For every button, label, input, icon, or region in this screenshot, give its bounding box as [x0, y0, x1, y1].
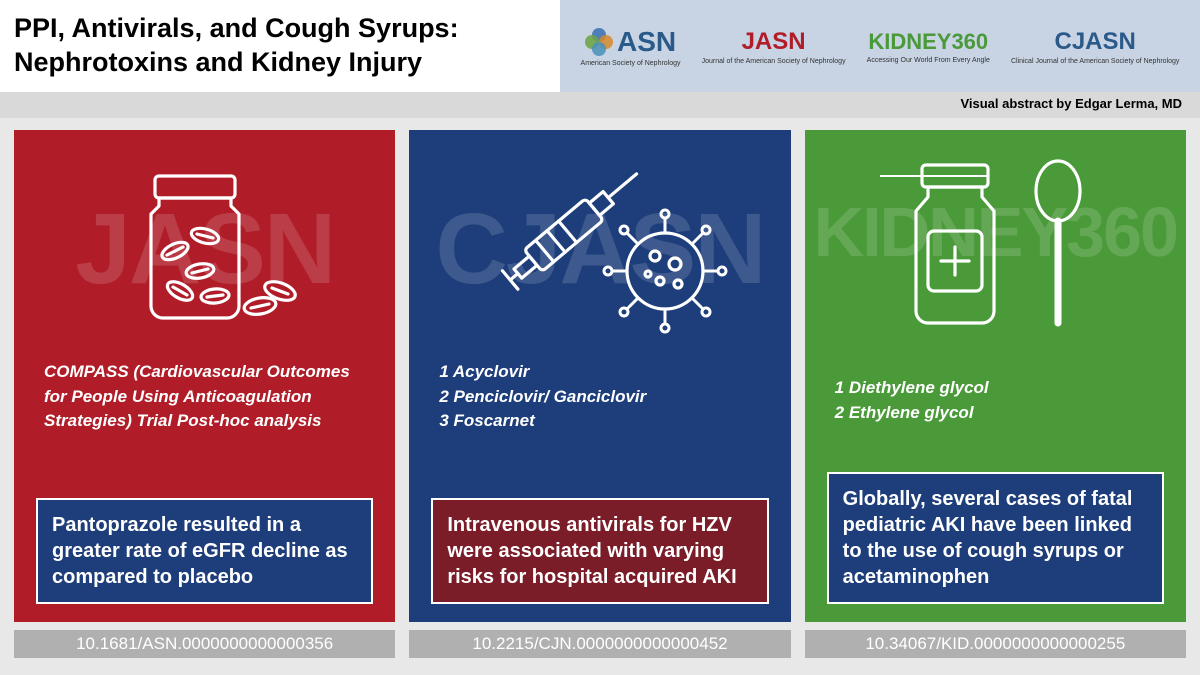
panel-cough-syrup: KIDNEY360 1 Diethylene glycol2 Ethylene … [805, 130, 1186, 622]
panel-antivirals-points: 1 Acyclovir2 Penciclovir/ Ganciclovir3 F… [439, 360, 768, 434]
logo-kidney360: KIDNEY360 Accessing Our World From Every… [867, 29, 990, 64]
syrup-bottle-spoon-icon [827, 146, 1164, 346]
asn-clover-icon [585, 28, 613, 56]
panels-row: JASN COMPASS (Cardiovascular Outcomes fo… [0, 118, 1200, 630]
panel-antivirals-box: Intravenous antivirals for HZV were asso… [431, 498, 768, 604]
credit-bar: Visual abstract by Edgar Lerma, MD [0, 92, 1200, 118]
page-title: PPI, Antivirals, and Cough Syrups: Nephr… [14, 12, 546, 80]
panel-syrup-box: Globally, several cases of fatal pediatr… [827, 472, 1164, 604]
logo-strip: ASN American Society of Nephrology JASN … [560, 0, 1200, 92]
panel-ppi: JASN COMPASS (Cardiovascular Outcomes fo… [14, 130, 395, 622]
doi-1: 10.1681/ASN.0000000000000356 [14, 630, 395, 658]
panel-ppi-box: Pantoprazole resulted in a greater rate … [36, 498, 373, 604]
panel-ppi-points: COMPASS (Cardiovascular Outcomes for Peo… [44, 360, 373, 434]
title-line-1: PPI, Antivirals, and Cough Syrups: [14, 13, 459, 43]
header: PPI, Antivirals, and Cough Syrups: Nephr… [0, 0, 1200, 92]
logo-asn: ASN American Society of Nephrology [581, 26, 681, 67]
logo-jasn: JASN Journal of the American Society of … [702, 28, 846, 65]
syringe-virus-icon [431, 146, 768, 346]
panel-antivirals: CJASN [409, 130, 790, 622]
panel-syrup-points: 1 Diethylene glycol2 Ethylene glycol [835, 376, 1164, 425]
pill-bottle-icon [36, 146, 373, 346]
doi-row: 10.1681/ASN.0000000000000356 10.2215/CJN… [0, 630, 1200, 668]
title-line-2: Nephrotoxins and Kidney Injury [14, 47, 422, 77]
logo-cjasn: CJASN Clinical Journal of the American S… [1011, 28, 1179, 65]
title-block: PPI, Antivirals, and Cough Syrups: Nephr… [0, 0, 560, 92]
doi-3: 10.34067/KID.0000000000000255 [805, 630, 1186, 658]
doi-2: 10.2215/CJN.0000000000000452 [409, 630, 790, 658]
